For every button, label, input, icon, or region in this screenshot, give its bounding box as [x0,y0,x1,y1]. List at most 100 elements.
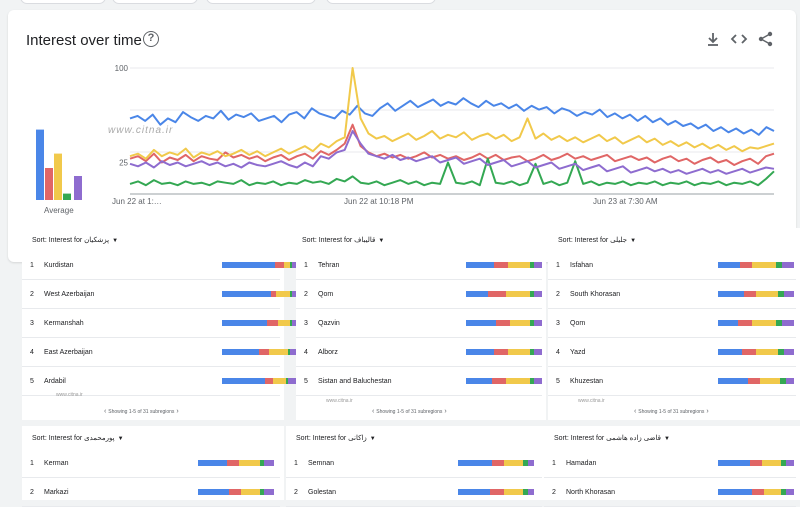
region-row[interactable]: 2 Qom [296,281,542,309]
bar-segment-blue [222,262,276,268]
sort-dropdown[interactable]: Sort: Interest for قالیباف ▼ [302,236,384,244]
bar-segment-green [522,460,529,466]
bar-segment-red [259,349,269,355]
region-share-bar [466,262,542,268]
chevron-left-icon[interactable]: ‹ [372,408,377,415]
region-row[interactable]: 4 Yazd [548,339,796,367]
bar-segment-purple [534,320,542,326]
series-line-red [129,123,775,166]
region-row[interactable]: 3 Qazvin [296,310,542,338]
bar-segment-yellow [763,489,781,495]
bar-segment-blue [718,378,748,384]
region-share-bar [466,349,542,355]
bar-segment-yellow [756,291,778,297]
chevron-right-icon[interactable]: › [704,408,709,415]
sort-dropdown[interactable]: Sort: Interest for پورمحمدی ▼ [32,434,124,442]
region-name: East Azerbaijan [44,349,93,356]
bar-segment-green [259,460,264,466]
chevron-left-icon[interactable]: ‹ [634,408,639,415]
region-rank: 5 [556,378,560,385]
bar-segment-yellow [510,320,530,326]
bar-segment-red [494,262,508,268]
region-row[interactable]: 1 Tehran [296,252,542,280]
sort-dropdown[interactable]: Sort: Interest for جلیلی ▼ [558,236,636,244]
region-row[interactable]: 1 Semnan [286,450,542,478]
watermark: www.citna.ir [326,398,353,404]
interest-for-label: Interest for [572,237,611,244]
region-row[interactable]: 5 Sistan and Baluchestan [296,368,542,396]
share-icon[interactable] [757,30,775,48]
top-filter-bar [0,0,800,8]
bar-segment-red [492,378,506,384]
region-share-bar [222,349,298,355]
bar-segment-yellow [268,349,289,355]
region-name: Markazi [44,489,69,496]
bar-segment-yellow [761,460,781,466]
bar-segment-purple [782,320,794,326]
region-row[interactable]: 1 Hamadan [544,450,796,478]
sort-dropdown[interactable]: Sort: Interest for پزشکیان ▼ [32,236,118,244]
region-name: Yazd [570,349,586,356]
region-rank: 2 [304,291,308,298]
region-row[interactable]: 2 Markazi [22,479,280,507]
region-row[interactable]: 4 East Azerbaijan [22,339,298,367]
region-row[interactable]: 1 Kurdistan [22,252,299,280]
bar-segment-purple [784,349,794,355]
interest-for-label: Interest for [46,435,85,442]
region-row[interactable]: 1 Kerman [22,450,280,478]
region-row[interactable]: 3 Qom [548,310,796,338]
pagination: ‹ Showing 1-5 of 31 subregions › [372,408,447,415]
bar-segment-yellow [756,349,778,355]
region-row[interactable]: 2 North Khorasan [544,479,796,507]
help-circle-icon[interactable]: ? [143,31,159,47]
region-name: West Azerbaijan [44,291,95,298]
filter-chip[interactable] [206,0,316,4]
sort-dropdown[interactable]: Sort: Interest for قاضی زاده هاشمی ▼ [554,434,670,442]
region-row[interactable]: 4 Alborz [296,339,542,367]
series-line-blue [129,97,775,136]
download-icon[interactable] [704,30,722,48]
region-rank: 1 [304,262,308,269]
bar-segment-green [778,291,784,297]
bar-segment-yellow [752,262,776,268]
y-tick-label: 25 [119,159,128,168]
region-name: Kermanshah [44,320,84,327]
region-rank: 3 [30,320,34,327]
filter-chip[interactable] [326,0,436,4]
chevron-left-icon[interactable]: ‹ [104,408,109,415]
avg-bar-green [63,193,71,200]
region-rank: 2 [294,489,298,496]
region-row[interactable]: 2 Golestan [286,479,542,507]
filter-chip[interactable] [112,0,198,4]
region-share-bar [222,320,298,326]
region-name: Kerman [44,460,69,467]
bar-segment-yellow [272,378,287,384]
chevron-down-icon: ▼ [630,238,637,244]
bar-segment-green [290,291,292,297]
bar-segment-red [752,489,764,495]
region-rank: 1 [552,460,556,467]
region-rank: 3 [556,320,560,327]
filter-chip[interactable] [20,0,106,4]
pagination: ‹ Showing 1-5 of 31 subregions › [104,408,179,415]
bar-segment-purple [263,489,274,495]
sort-dropdown[interactable]: Sort: Interest for زاکانی ▼ [296,434,376,442]
bar-segment-red [275,262,284,268]
chevron-right-icon[interactable]: › [442,408,447,415]
region-row[interactable]: 2 West Azerbaijan [22,281,298,309]
region-rank: 1 [30,460,34,467]
region-row[interactable]: 1 Isfahan [548,252,796,280]
region-row[interactable]: 5 Ardabil [22,368,298,396]
embed-code-icon[interactable] [730,30,748,48]
bar-segment-red [744,291,756,297]
region-rank: 2 [30,291,34,298]
pagination-text: Showing 1-5 of 31 subregions [376,409,443,415]
series-line-purple [129,130,775,175]
region-row[interactable]: 3 Kermanshah [22,310,298,338]
chevron-right-icon[interactable]: › [174,408,179,415]
bar-segment-purple [534,349,542,355]
bar-segment-green [286,378,289,384]
region-row[interactable]: 5 Khuzestan [548,368,796,396]
region-row[interactable]: 2 South Khorasan [548,281,796,309]
chevron-down-icon: ▼ [369,436,376,442]
